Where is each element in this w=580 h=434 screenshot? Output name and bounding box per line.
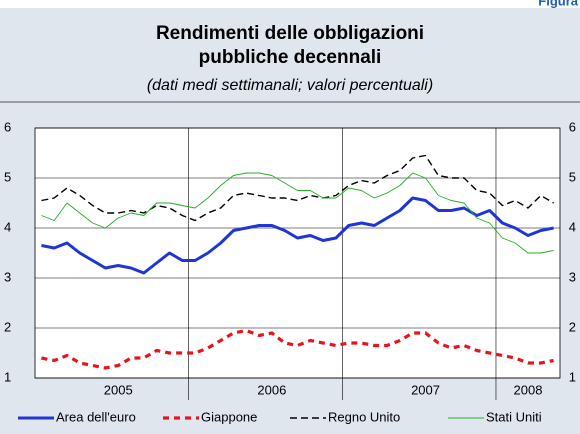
x-tick-label: 2006 — [257, 382, 286, 397]
series-line — [41, 172, 554, 254]
legend-label: Giappone — [201, 409, 257, 424]
y2-tick-label: 6 — [569, 119, 576, 134]
x-tick-label: 2008 — [514, 382, 543, 397]
chart-title: Rendimenti delle obbligazioni — [156, 23, 424, 44]
y2-tick-label: 1 — [569, 369, 576, 384]
y-tick-label: 4 — [4, 219, 11, 234]
series-line — [41, 196, 554, 275]
y2-tick-label: 3 — [569, 269, 576, 284]
chart-subtitle: (dati medi settimanali; valori percentua… — [147, 77, 433, 94]
y2-tick-label: 2 — [569, 319, 576, 334]
y-tick-label: 2 — [4, 319, 11, 334]
figure-label: Figura — [538, 0, 578, 8]
x-tick-label: 2005 — [104, 382, 133, 397]
y-tick-label: 1 — [4, 369, 11, 384]
y-tick-label: 6 — [4, 119, 11, 134]
y-tick-label: 5 — [4, 169, 11, 184]
top-strip — [0, 0, 580, 8]
x-tick-label: 2007 — [411, 382, 440, 397]
legend-label: Regno Unito — [328, 409, 400, 424]
series-line — [41, 328, 554, 370]
legend-label: Area dell'euro — [56, 409, 136, 424]
legend-label: Stati Uniti — [486, 409, 542, 424]
y-tick-label: 3 — [4, 269, 11, 284]
y2-tick-label: 4 — [569, 219, 576, 234]
plot-area — [34, 127, 561, 379]
chart-title-line2: pubbliche decennali — [199, 47, 382, 68]
y2-tick-label: 5 — [569, 169, 576, 184]
